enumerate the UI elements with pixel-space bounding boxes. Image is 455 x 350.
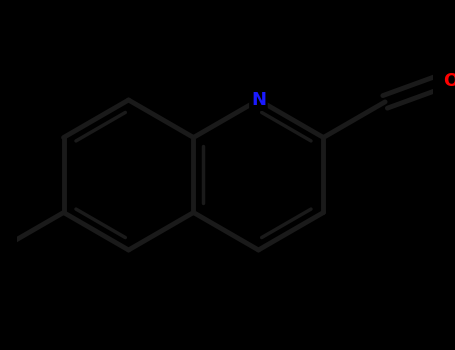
Text: N: N — [251, 91, 266, 109]
Text: O: O — [443, 72, 455, 90]
